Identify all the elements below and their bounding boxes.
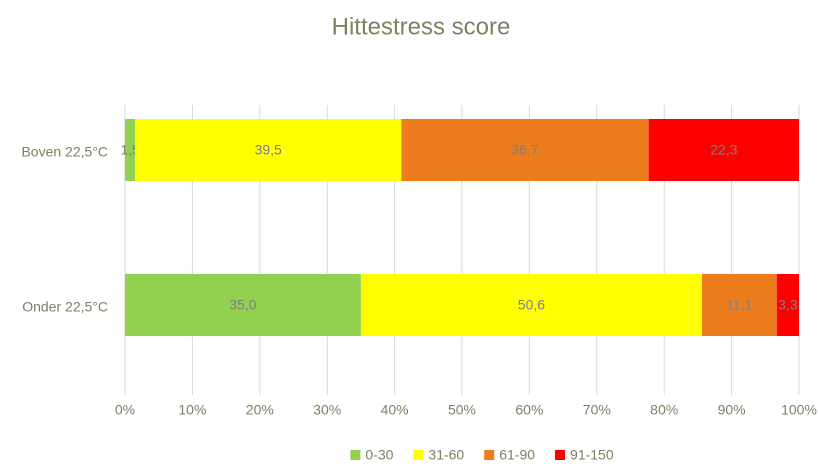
bar-segment (701, 274, 777, 336)
bar-segment (401, 119, 649, 181)
x-tick-label: 90% (718, 402, 746, 418)
x-tick-label: 100% (781, 402, 817, 418)
legend-swatch (413, 450, 424, 460)
bar-segment (135, 119, 402, 181)
data-label: 35,0 (229, 297, 256, 313)
legend-swatch (350, 450, 361, 460)
data-label: 11,1 (726, 297, 752, 313)
x-tick-label: 30% (313, 402, 341, 418)
chart-title: Hittestress score (332, 13, 511, 40)
legend-label: 61-90 (499, 447, 535, 463)
x-tick-label: 70% (583, 402, 611, 418)
x-tick-label: 20% (246, 402, 274, 418)
bar-segment (125, 119, 136, 181)
y-tick-label: Onder 22,5°C (22, 299, 108, 315)
data-label: 36,7 (511, 142, 538, 158)
x-tick-label: 40% (381, 402, 409, 418)
legend-label: 91-150 (570, 447, 614, 463)
bar-segment (648, 119, 799, 181)
y-tick-label: Boven 22,5°C (21, 144, 108, 160)
data-label: 50,6 (518, 297, 545, 313)
x-tick-label: 50% (448, 402, 476, 418)
bar-segment (360, 274, 702, 336)
x-tick-label: 0% (115, 402, 135, 418)
data-label: 22,3 (710, 142, 737, 158)
legend-label: 31-60 (428, 447, 464, 463)
x-tick-label: 10% (178, 402, 206, 418)
legend-label: 0-30 (365, 447, 393, 463)
x-tick-label: 60% (515, 402, 543, 418)
legend-swatch (555, 450, 566, 460)
x-tick-label: 80% (650, 402, 678, 418)
data-label: 1,5 (120, 142, 140, 158)
legend-swatch (484, 450, 495, 460)
data-label: 3,3 (778, 297, 798, 313)
bar-segment (776, 274, 799, 336)
data-label: 39,5 (255, 142, 282, 158)
bar-segment (125, 274, 361, 336)
